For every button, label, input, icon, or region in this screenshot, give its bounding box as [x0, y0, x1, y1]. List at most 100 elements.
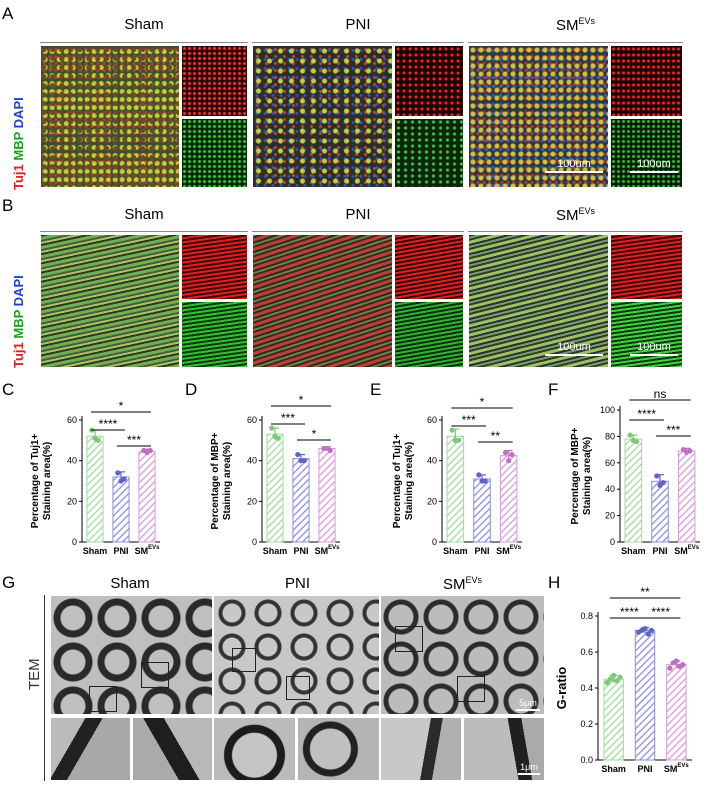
- divider: [40, 231, 248, 232]
- data-point: [121, 476, 127, 482]
- group-header-sm-a: SMEVs: [555, 16, 595, 34]
- panel-label-c: C: [2, 380, 15, 399]
- zoom-box: [395, 626, 423, 652]
- group-header-sm-g: SMEVs: [442, 575, 482, 593]
- y-tick-label: 0: [72, 537, 77, 547]
- micrograph-a-sham-red: [181, 45, 248, 117]
- data-point: [673, 658, 679, 664]
- data-point: [660, 480, 666, 486]
- bar-pni: [634, 629, 656, 761]
- significance-label: ****: [637, 407, 656, 421]
- panel-label-d: D: [185, 380, 198, 399]
- micrograph-b-sham-merge: [40, 234, 180, 368]
- tem-zoom-sham-1: [50, 717, 131, 781]
- bar-sm: [138, 451, 156, 543]
- x-tick-label: SMEVs: [135, 545, 161, 556]
- tem-image-sham: [50, 595, 213, 715]
- panel-label-f: F: [548, 380, 559, 399]
- tem-image-sm: [380, 595, 545, 715]
- micrograph-b-sm-merge: [468, 234, 609, 368]
- micrograph-a-pni-red: [394, 45, 464, 117]
- y-tick-label: 0.0: [580, 755, 593, 765]
- micrograph-a-pni-green: [394, 118, 464, 188]
- y-tick-label: 20: [247, 496, 257, 506]
- bar-pni: [473, 478, 491, 543]
- y-tick-label: 0: [432, 537, 437, 547]
- tem-image-pni: [213, 595, 380, 715]
- group-header-pni-g: PNI: [284, 575, 310, 592]
- data-point: [687, 448, 693, 454]
- zoom-box: [89, 686, 117, 712]
- y-tick-label: 80: [605, 431, 615, 441]
- group-header-sham-b: Sham: [124, 206, 164, 223]
- bar-pni: [651, 480, 669, 543]
- group-header-pni-b: PNI: [345, 206, 371, 223]
- x-tick-label: PNI: [637, 764, 652, 774]
- data-point: [476, 472, 482, 478]
- x-tick-label: Sham: [621, 546, 646, 556]
- micrograph-b-sham-green: [181, 301, 248, 368]
- scale-bar-a-single: 100um: [630, 158, 678, 173]
- y-tick-label: 0.2: [580, 719, 593, 729]
- data-point: [269, 425, 275, 431]
- x-tick-label: PNI: [652, 546, 667, 556]
- bar-pni: [292, 458, 310, 543]
- y-tick-label: 20: [67, 496, 77, 506]
- tem-bracket-line: [44, 595, 45, 781]
- group-header-sham-g: Sham: [110, 575, 150, 592]
- data-point: [617, 674, 623, 680]
- y-tick-label: 0: [610, 537, 615, 547]
- tem-zoom-sm-1: [380, 717, 462, 781]
- zoom-box: [141, 662, 169, 688]
- significance-label: ***: [127, 433, 141, 447]
- bar-pni: [112, 476, 130, 543]
- y-tick-label: 20: [605, 511, 615, 521]
- tem-zoom-sm-2: [463, 717, 545, 781]
- y-tick-label: 40: [427, 456, 437, 466]
- bar-sham: [86, 435, 104, 543]
- chart-f: Percentage of MBP+ Staining area(%) 0 20 40 6…: [570, 387, 700, 556]
- bar-sm: [499, 455, 518, 543]
- stain-legend-a: Tuj1 MBP DAPI: [11, 97, 26, 190]
- micrograph-b-pni-red: [394, 234, 464, 300]
- tem-zoom-sham-2: [132, 717, 213, 781]
- y-axis-label: Staining area(%): [42, 442, 53, 520]
- group-header-sham-a: Sham: [124, 16, 164, 33]
- divider: [468, 42, 683, 43]
- data-point: [680, 662, 686, 668]
- significance-label: *: [480, 395, 485, 409]
- data-point: [667, 665, 673, 671]
- panel-label-b: B: [2, 196, 14, 215]
- significance-label: ***: [666, 423, 680, 437]
- data-point: [506, 458, 512, 464]
- bar-sham: [446, 435, 465, 543]
- micrograph-a-sm-merge: [468, 45, 609, 188]
- significance-label: ns: [654, 387, 667, 401]
- x-tick-label: SMEVs: [674, 545, 700, 556]
- tem-zoom-pni-2: [297, 717, 380, 781]
- significance-label: ***: [462, 413, 476, 427]
- data-point: [614, 678, 620, 684]
- data-point: [295, 451, 301, 458]
- panel-label-h: H: [548, 573, 561, 592]
- data-point: [301, 458, 307, 464]
- tem-zoom-pni-1: [213, 717, 296, 781]
- micrograph-a-sm-green: [610, 118, 683, 188]
- significance-label: ****: [651, 605, 670, 619]
- micrograph-b-sham-red: [181, 234, 248, 300]
- data-point: [611, 672, 617, 678]
- data-point: [115, 470, 121, 476]
- data-point: [654, 473, 660, 479]
- x-tick-label: PNI: [474, 546, 489, 556]
- significance-label: ***: [281, 411, 295, 425]
- significance-label: ****: [620, 605, 639, 619]
- data-point: [607, 676, 614, 682]
- panel-label-g: G: [2, 573, 16, 592]
- micrograph-a-sm-red: [610, 45, 683, 117]
- y-tick-label: 60: [605, 458, 615, 468]
- y-axis-label: G-ratio: [554, 667, 569, 710]
- data-point: [627, 432, 633, 438]
- data-point: [455, 437, 462, 443]
- micrograph-a-pni-merge: [252, 45, 393, 188]
